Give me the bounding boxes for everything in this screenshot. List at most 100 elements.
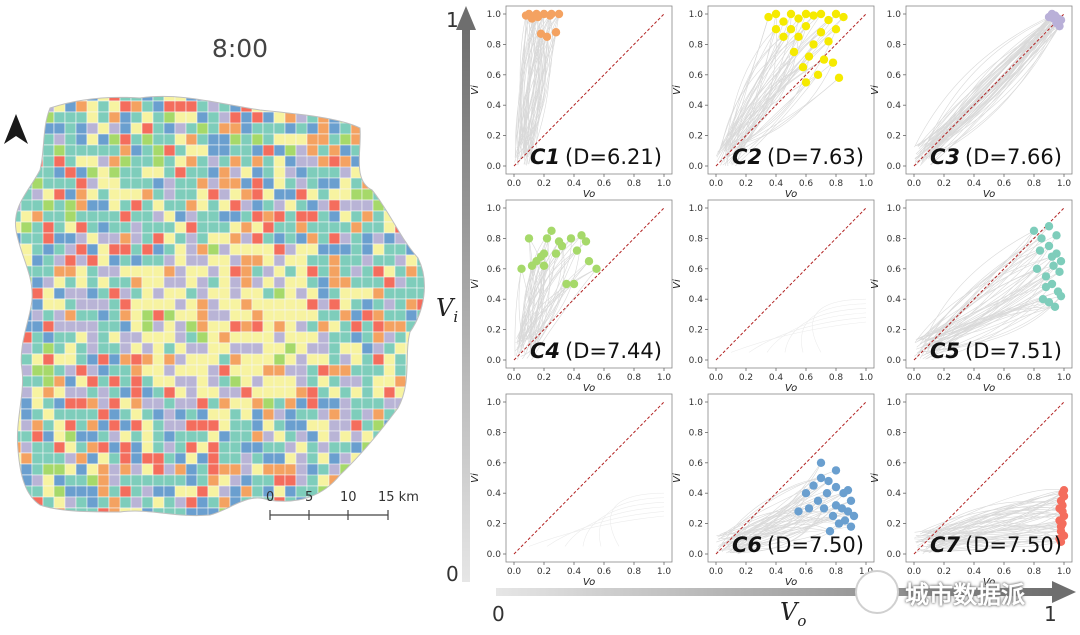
diagonal-line	[513, 401, 665, 555]
trajectory-line	[723, 36, 784, 163]
diagonal-line	[913, 13, 1065, 167]
trajectory-line	[917, 301, 1050, 339]
cluster-label: C4 (D=7.44)	[530, 339, 662, 363]
cluster-label: C7 (D=7.50)	[930, 533, 1062, 557]
y-tick-label: 0.8	[887, 40, 902, 50]
trajectory-line	[801, 303, 867, 353]
trajectory-line	[717, 519, 846, 538]
data-point	[524, 234, 534, 243]
trajectory-line	[520, 18, 533, 146]
data-point	[1058, 507, 1067, 516]
y-tick-label: 0.2	[487, 132, 501, 142]
trajectory-line	[931, 286, 1047, 339]
data-point	[837, 504, 847, 513]
x-tick-label: 0.6	[799, 567, 814, 577]
trajectory-line	[717, 492, 844, 550]
data-point	[1029, 226, 1039, 235]
trajectory-line	[517, 13, 560, 152]
x-tick-label: 0.8	[829, 373, 844, 383]
trajectory-line	[514, 13, 530, 158]
scatter-panel-C6: 0.00.20.40.60.81.00.00.20.40.60.81.0VoVi…	[672, 393, 875, 588]
x-tick-label: 0.2	[537, 179, 551, 189]
data-point	[1055, 267, 1064, 277]
y-tick-label: 0.2	[689, 132, 703, 142]
data-point	[779, 17, 788, 26]
data-point	[804, 52, 814, 61]
trajectory-line	[923, 230, 1035, 343]
trajectory-line	[514, 13, 545, 163]
x-tick-label: 0.6	[799, 373, 814, 383]
trajectory-line	[728, 13, 837, 154]
trajectory-line	[914, 515, 1065, 538]
y-tick-label: 0.4	[887, 295, 902, 305]
y-tick-label: 0.2	[487, 326, 501, 336]
trajectory-line	[930, 510, 1065, 539]
vi-top-label: 1	[446, 8, 459, 32]
trajectory-line	[936, 541, 1062, 547]
trajectory-line	[722, 31, 822, 145]
trajectory-line	[916, 226, 1050, 348]
x-tick-label: 0.8	[1027, 567, 1042, 577]
x-tick-label: 1.0	[657, 179, 672, 189]
x-tick-label: 1.0	[657, 567, 672, 577]
trajectory-line	[915, 301, 1050, 350]
x-tick-label: 0.0	[709, 373, 724, 383]
trajectory-line	[733, 505, 837, 546]
trajectory-line	[916, 523, 1063, 543]
x-tick-label: 0.4	[769, 373, 784, 383]
y-tick-label: 0.0	[887, 162, 902, 172]
trajectory-line	[931, 489, 1065, 547]
x-tick-label: 0.8	[1027, 373, 1042, 383]
trajectory-line	[716, 32, 822, 158]
x-tick-label: 0.6	[597, 179, 612, 189]
trajectory-line	[931, 268, 1038, 350]
x-tick-label: 0.6	[997, 567, 1012, 577]
x-tick-label: 0.2	[739, 373, 753, 383]
trajectory-line	[918, 538, 1060, 551]
vo-right-label: 1	[1044, 602, 1057, 626]
y-tick-label: 0.6	[689, 459, 704, 469]
data-point	[566, 234, 576, 243]
x-tick-label: 1.0	[1057, 373, 1072, 383]
y-tick-label: 0.8	[689, 40, 704, 50]
y-tick-label: 0.0	[487, 550, 502, 560]
data-point	[545, 11, 555, 20]
trajectory-line	[931, 523, 1063, 550]
trajectory-line	[929, 19, 1062, 157]
y-tick-label: 0.2	[487, 520, 501, 530]
trajectory-line	[927, 489, 1065, 545]
trajectory-line	[919, 506, 1060, 533]
vi-bottom-label: 0	[446, 562, 459, 586]
y-tick-label: 0.0	[689, 162, 704, 172]
data-point	[517, 264, 526, 273]
trajectory-line	[766, 312, 867, 353]
trajectory-line	[514, 268, 522, 357]
y-axis-label: Vi	[470, 85, 481, 95]
y-tick-label: 0.0	[689, 356, 704, 366]
diagonal-line	[513, 207, 665, 361]
y-axis-label: Vi	[870, 473, 881, 483]
vo-axis-arrow	[496, 581, 1076, 603]
x-tick-label: 0.0	[907, 373, 922, 383]
data-point	[1037, 234, 1046, 243]
trajectory-line	[925, 511, 1063, 547]
data-point	[1044, 241, 1054, 251]
y-tick-label: 1.0	[887, 204, 902, 214]
data-point	[1055, 21, 1064, 31]
y-tick-label: 0.6	[689, 265, 704, 275]
cluster-label: C2 (D=7.63)	[732, 145, 864, 169]
y-tick-label: 0.8	[487, 428, 502, 438]
map-panel: 8:00 0 5 10 15 km	[0, 0, 440, 635]
x-axis-label: Vo	[785, 383, 797, 394]
trajectory-line	[729, 508, 825, 553]
trajectory-line	[722, 77, 840, 159]
trajectory-line	[525, 32, 557, 144]
diagonal-line	[715, 207, 867, 361]
data-point	[846, 496, 856, 505]
trajectory-line	[925, 536, 1062, 548]
trajectory-line	[735, 493, 807, 542]
scatter-panel-C6-empty: 0.0 0.2 0.4 0.6 0.8 1.0 0.0 0.2 0.4 0.6 0.8 1.0 Vo Vi	[470, 393, 673, 588]
data-point	[592, 264, 601, 273]
x-tick-label: 0.4	[967, 179, 982, 189]
y-tick-label: 0.4	[689, 489, 704, 499]
